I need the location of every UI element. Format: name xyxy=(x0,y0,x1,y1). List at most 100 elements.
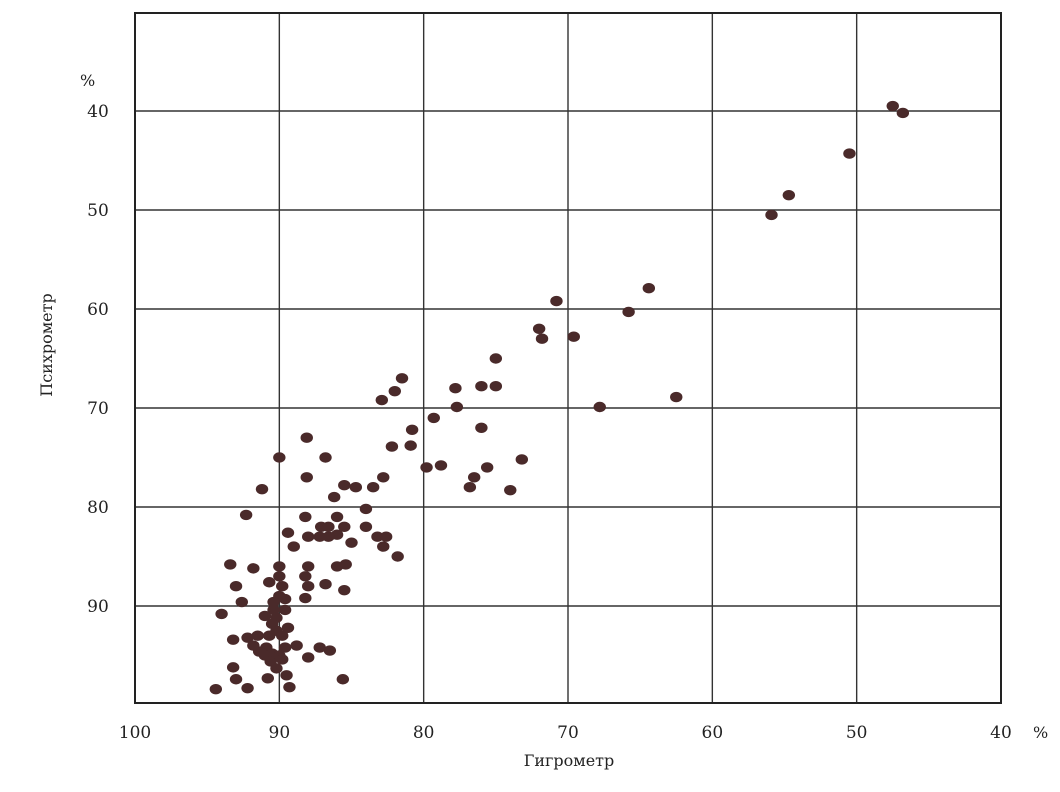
data-point xyxy=(642,283,656,294)
data-point xyxy=(261,673,274,684)
data-point xyxy=(276,654,289,665)
x-tick-label: 100 xyxy=(119,723,151,743)
data-point xyxy=(280,670,293,681)
data-point xyxy=(302,531,315,542)
data-point xyxy=(593,401,606,413)
data-point xyxy=(379,531,393,542)
data-point xyxy=(670,391,683,403)
data-point xyxy=(420,462,433,473)
data-point xyxy=(273,452,286,463)
x-tick-label: 40 xyxy=(990,723,1012,743)
data-point xyxy=(567,331,580,342)
data-point xyxy=(276,581,289,592)
data-point xyxy=(267,604,280,616)
data-point xyxy=(302,561,315,572)
data-point xyxy=(336,674,350,685)
data-point xyxy=(278,604,292,616)
data-point xyxy=(449,383,462,394)
data-point xyxy=(251,630,264,641)
data-point xyxy=(395,373,409,384)
data-point xyxy=(276,630,289,641)
data-point xyxy=(235,596,249,608)
data-point xyxy=(622,306,635,318)
data-point xyxy=(319,579,332,590)
data-point xyxy=(226,662,240,673)
data-point xyxy=(366,482,380,493)
y-axis-title: Психрометр xyxy=(37,293,56,396)
data-point xyxy=(515,454,529,465)
data-point xyxy=(226,634,240,645)
data-point xyxy=(434,460,448,471)
data-point xyxy=(209,683,223,695)
data-point xyxy=(283,681,296,693)
data-point xyxy=(263,577,276,588)
data-point xyxy=(281,622,295,633)
data-point xyxy=(239,509,253,521)
data-point xyxy=(480,462,494,473)
y-tick-label: 40 xyxy=(87,102,109,122)
data-point xyxy=(371,531,384,542)
data-point xyxy=(385,441,399,452)
data-point xyxy=(278,642,292,653)
y-tick-label: 80 xyxy=(87,498,109,518)
data-point xyxy=(467,472,481,483)
data-points xyxy=(209,100,910,695)
x-tick-label: 50 xyxy=(846,723,868,743)
data-point xyxy=(313,642,326,653)
data-point xyxy=(299,571,312,582)
data-point xyxy=(263,630,276,641)
data-point xyxy=(405,424,419,435)
data-point xyxy=(278,593,292,605)
data-point xyxy=(299,511,312,523)
data-point xyxy=(273,561,286,572)
data-point xyxy=(273,571,286,582)
data-point xyxy=(287,541,300,552)
data-point xyxy=(532,323,546,334)
data-point xyxy=(489,353,503,364)
data-point xyxy=(300,472,313,483)
data-point xyxy=(765,209,778,221)
x-tick-label: 90 xyxy=(269,723,291,743)
x-tick-label: 60 xyxy=(702,723,724,743)
data-point xyxy=(302,652,315,663)
data-point xyxy=(258,610,272,622)
data-point xyxy=(224,559,237,570)
y-tick-label: 70 xyxy=(87,399,109,419)
data-point xyxy=(843,148,856,159)
data-point xyxy=(504,484,517,496)
data-point xyxy=(450,401,464,413)
data-point xyxy=(377,472,390,483)
data-point xyxy=(404,440,417,451)
data-point xyxy=(215,608,228,620)
data-point xyxy=(247,563,260,574)
data-point xyxy=(255,483,269,495)
data-point xyxy=(427,412,440,424)
data-point xyxy=(489,381,503,392)
y-axis-unit: % xyxy=(80,71,95,90)
data-point xyxy=(535,333,549,344)
data-point xyxy=(896,107,910,119)
y-tick-label: 90 xyxy=(87,597,109,617)
data-point xyxy=(349,482,363,493)
y-tick-label: 60 xyxy=(87,300,109,320)
data-point xyxy=(241,632,254,643)
data-point xyxy=(782,189,796,201)
data-point xyxy=(229,674,243,685)
data-point xyxy=(391,551,404,562)
data-point xyxy=(299,592,312,604)
data-point xyxy=(475,422,488,433)
x-tick-label: 70 xyxy=(557,723,579,743)
data-point xyxy=(267,596,280,608)
data-point xyxy=(319,452,332,463)
data-point xyxy=(388,385,401,397)
x-tick-label: 80 xyxy=(413,723,435,743)
data-point xyxy=(338,584,351,596)
x-axis-unit: % xyxy=(1033,723,1048,742)
data-point xyxy=(375,394,389,406)
data-point xyxy=(302,581,315,592)
data-point xyxy=(886,100,899,112)
y-tick-label: 50 xyxy=(87,201,109,221)
data-point xyxy=(290,640,303,651)
data-point xyxy=(550,295,563,307)
